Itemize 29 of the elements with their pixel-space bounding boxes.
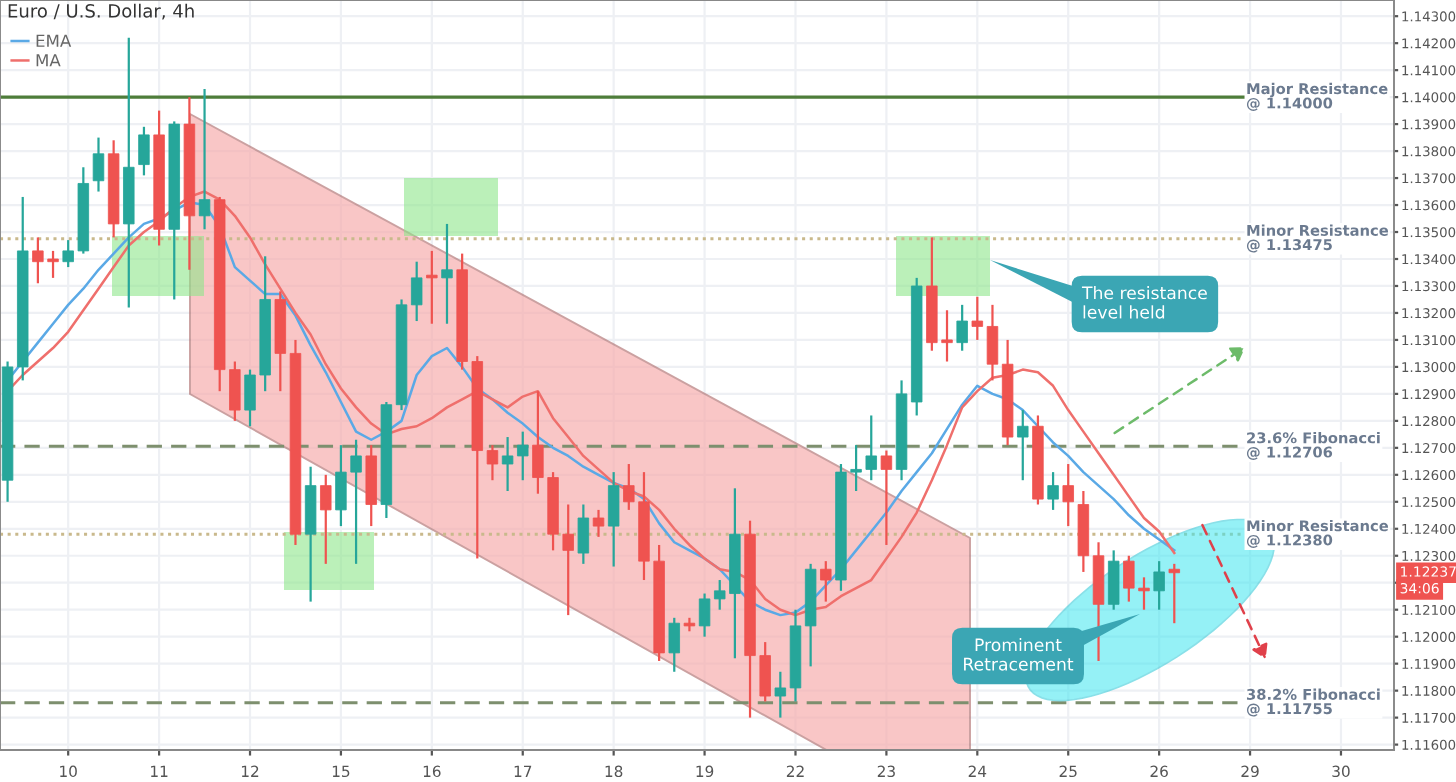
legend-label: MA [36,54,61,67]
candlestick [577,503,590,565]
candlestick [92,136,105,193]
candlestick [1107,549,1120,611]
candlestick [820,560,832,603]
candlestick [592,508,605,538]
candlestick [320,473,332,565]
chart-title: Euro / U.S. Dollar, 4h [8,3,194,20]
candlestick [1047,471,1059,511]
candlestick [880,449,893,547]
candlestick [138,125,150,177]
candlestick [426,249,438,325]
legend-label: EMA [36,34,72,47]
candlestick [986,303,999,382]
candlestick [607,471,620,568]
candlestick [1153,560,1165,611]
candlestick [1062,462,1074,528]
candlestick [1168,562,1181,625]
candlestick [410,260,423,323]
annotation: The resistance level held [1081,286,1207,319]
candlestick [956,303,968,352]
candlestick [1017,408,1029,482]
candlestick [774,670,787,719]
candlestick [971,295,984,342]
candlestick [198,87,211,231]
candlestick [441,222,453,325]
annotation: Prominent Retracement [964,638,1074,671]
candlestick [683,616,696,633]
candlestick [668,616,680,673]
